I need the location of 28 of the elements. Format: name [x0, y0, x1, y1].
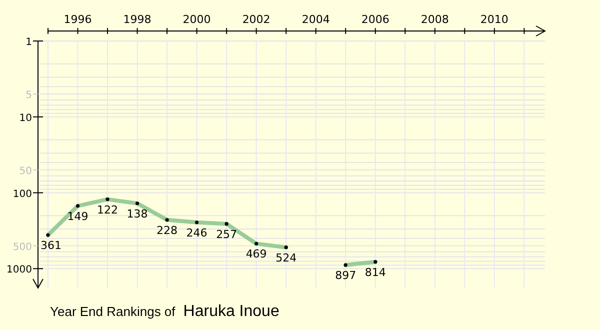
x-tick-label: 1996 — [64, 13, 92, 26]
x-tick-label: 2008 — [420, 13, 449, 26]
y-tick-label: 5 — [26, 90, 32, 102]
y-tick-label: 1 — [26, 37, 32, 48]
data-label: 897 — [335, 269, 356, 282]
data-label: 257 — [216, 228, 238, 241]
data-label: 122 — [97, 203, 118, 216]
x-tick-label: 2000 — [182, 13, 211, 26]
x-tick-label: 2006 — [361, 13, 390, 26]
y-tick-label: 50 — [19, 166, 32, 177]
text: Haruka Inoue — [183, 303, 280, 320]
data-label: 361 — [40, 239, 62, 252]
y-tick-label: 1000 — [6, 264, 32, 276]
x-tick-label: 1998 — [123, 13, 152, 26]
data-label: 149 — [67, 210, 88, 223]
data-label: 469 — [246, 248, 267, 261]
data-label: 814 — [364, 266, 386, 279]
text: Year End Rankings of — [50, 304, 176, 319]
x-tick-label: 2004 — [302, 13, 330, 26]
x-tick-label: 2010 — [480, 13, 508, 26]
x-tick-label: 2002 — [242, 13, 270, 26]
y-tick-label: 100 — [12, 188, 32, 200]
y-tick-label: 500 — [12, 242, 32, 253]
data-label: 246 — [186, 226, 208, 240]
data-label: 138 — [126, 207, 148, 220]
data-label: 524 — [276, 251, 297, 264]
y-tick-label: 10 — [19, 112, 32, 124]
data-label: 228 — [156, 224, 178, 237]
